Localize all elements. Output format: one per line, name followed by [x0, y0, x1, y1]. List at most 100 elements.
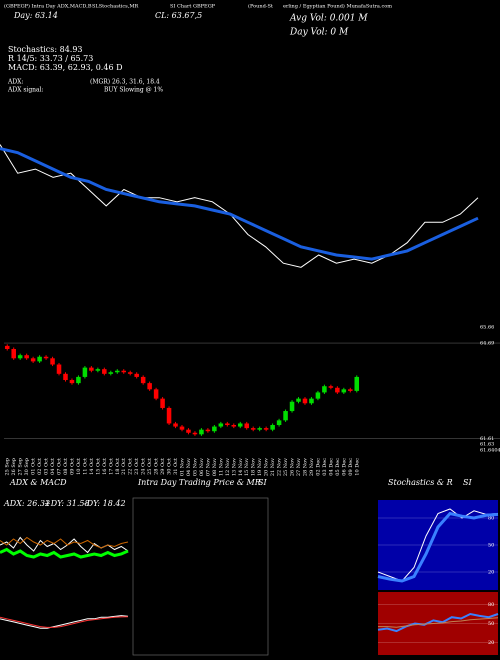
x-tick-label: 19 Nov: [257, 458, 263, 476]
candle-body: [257, 428, 262, 430]
x-tick-label: 22 Nov: [277, 458, 283, 476]
line-series: [378, 617, 499, 628]
candle-body: [160, 398, 165, 408]
candle-body: [263, 428, 269, 430]
x-tick-label: 01 Oct: [31, 458, 37, 475]
x-tick-label: 02 Oct: [37, 458, 43, 475]
candle-body: [225, 423, 230, 426]
x-tick-label: 05 Dec: [335, 458, 341, 476]
candle-body: [270, 425, 275, 430]
header-text: (Pound-St: [248, 3, 273, 10]
line-series: [0, 615, 129, 629]
candle-body: [218, 423, 224, 427]
panel-title: Intra Day Trading Price & MR: [137, 478, 261, 487]
candle-body: [302, 398, 308, 404]
line-series: [0, 616, 129, 628]
panel-background: [378, 500, 498, 590]
x-tick-label: 11 Oct: [82, 458, 88, 475]
x-tick-label: 25 Oct: [147, 458, 153, 475]
y-tick-label: 64.69: [480, 341, 494, 347]
readout: +DY: 31.58: [44, 499, 90, 508]
x-tick-label: 14 Oct: [89, 458, 95, 475]
candle-body: [276, 420, 282, 426]
candle-body: [17, 355, 23, 359]
x-tick-label: 04 Dec: [328, 458, 334, 476]
x-tick-label: 02 Dec: [315, 458, 321, 476]
adx-value: (MGR) 26.3, 31.6, 18.4: [90, 79, 160, 86]
candle-body: [63, 373, 68, 381]
candle-body: [179, 426, 185, 430]
candle-body: [166, 407, 172, 424]
line-series: [0, 147, 479, 261]
x-tick-label: 29 Oct: [160, 458, 166, 475]
y-tick-label: 61.61: [480, 436, 494, 442]
candle-body: [341, 389, 347, 393]
x-tick-label: 31 Oct: [173, 458, 179, 475]
x-tick-label: 11 Nov: [218, 458, 224, 476]
x-tick-label: 18 Nov: [251, 458, 257, 476]
x-tick-label: 13 Nov: [231, 458, 237, 476]
line-series: [0, 547, 129, 559]
adx-text: ADX:: [7, 79, 23, 86]
y-tick-label: 20: [488, 640, 494, 646]
x-tick-label: 08 Oct: [63, 458, 69, 475]
candle-body: [30, 358, 36, 362]
candle-body: [289, 401, 295, 412]
panel-title: ADX & MACD: [9, 478, 67, 487]
x-tick-label: 07 Nov: [205, 458, 211, 476]
day-close: Day: 63.14: [13, 11, 58, 20]
price-label: 61.6404: [480, 448, 500, 454]
x-tick-label: 07 Oct: [57, 458, 63, 475]
x-tick-label: 15 Oct: [95, 458, 101, 475]
candle-body: [153, 389, 159, 399]
panel-frame: [132, 497, 269, 656]
candle-body: [322, 386, 327, 393]
x-tick-label: 21 Nov: [270, 458, 276, 476]
x-tick-label: 18 Oct: [115, 458, 121, 475]
rsi-text: R 14/5: 33.73 / 65.73: [8, 54, 93, 63]
x-tick-label: 29 Nov: [309, 458, 315, 476]
candle-body: [102, 369, 107, 374]
line-series: [0, 536, 129, 549]
candle-body: [192, 432, 198, 435]
x-tick-label: 27 Sep: [18, 458, 24, 476]
candle-body: [231, 425, 237, 427]
candle-body: [56, 364, 62, 374]
x-tick-label: 25 Sep: [5, 458, 11, 476]
candle-body: [237, 423, 243, 427]
y-tick-label: 80: [488, 516, 494, 522]
candle-body: [24, 355, 29, 359]
adx-signal: ADX signal:: [7, 87, 44, 94]
y-tick-label: 50: [488, 621, 494, 627]
x-tick-label: 12 Nov: [225, 458, 231, 476]
candle-body: [173, 423, 178, 427]
x-tick-label: 27 Nov: [296, 458, 302, 476]
x-tick-label: 06 Dec: [341, 458, 347, 476]
candle-body: [43, 356, 49, 359]
x-tick-label: 01 Nov: [180, 458, 186, 476]
x-tick-label: 26 Nov: [290, 458, 296, 476]
price-label: 65.66: [480, 325, 494, 331]
candle-body: [315, 392, 321, 399]
x-tick-label: 14 Nov: [238, 458, 244, 476]
x-tick-label: 30 Sep: [24, 458, 30, 476]
x-tick-label: 22 Oct: [128, 458, 134, 475]
macd-text: MACD: 63.39, 62.93, 0.46 D: [8, 63, 123, 72]
x-tick-label: 20 Nov: [264, 458, 270, 476]
header-text: SI Chart GBPEGP: [170, 4, 216, 10]
candle-body: [147, 383, 152, 390]
candle-body: [328, 386, 334, 388]
x-tick-label: 03 Dec: [322, 458, 328, 476]
candle-body: [89, 367, 94, 371]
candle-body: [140, 376, 146, 384]
x-tick-label: 23 Oct: [134, 458, 140, 475]
close: CL: 63.67,5: [155, 11, 202, 20]
candle-body: [115, 370, 120, 373]
x-tick-label: 09 Dec: [348, 458, 354, 476]
candle-body: [309, 398, 314, 404]
candle-body: [348, 389, 353, 391]
candle-body: [212, 426, 217, 432]
candle-body: [134, 373, 139, 377]
x-tick-label: 26 Sep: [11, 458, 17, 476]
candle-body: [186, 429, 191, 433]
